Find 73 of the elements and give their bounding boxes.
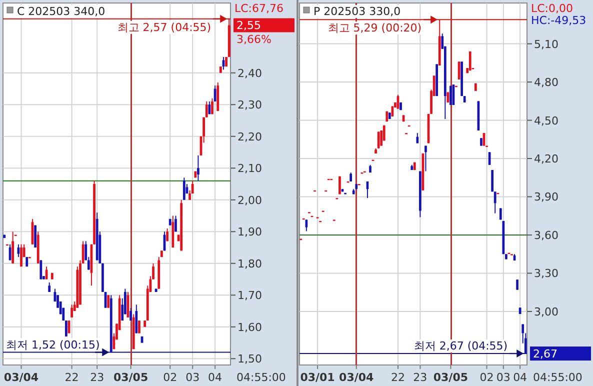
y-tick-label: 1,60 [238,320,262,334]
x-tick-label: 22 [390,371,405,384]
x-tick-label: 03 [496,371,510,384]
candlestick [191,180,194,194]
candlestick [197,154,200,182]
text: 3,66% [236,33,272,46]
x-tick-label: 03/04 [4,371,39,384]
text: 04:55:00 [533,371,582,384]
x-tick-label: 23 [90,371,104,384]
candlestick [524,332,527,354]
x-tick-label: 04 [513,371,528,384]
chart-title: C 202503 340,0 [17,5,106,18]
ref-line-label: 최저 1,52 (00:15) [6,338,100,352]
y-tick-label: 3,90 [534,190,558,204]
x-tick-label: 22 [64,371,79,384]
y-tick-label: 2,40 [238,66,262,80]
candlestick [48,282,51,292]
candlestick [174,215,177,232]
x-tick-label: 04 [208,371,222,384]
x-tick-label: 03/05 [433,371,468,384]
candlestick [20,244,22,268]
text: 2,55 [236,19,261,32]
ref-line-label: 최고 2,57 (04:55) [117,20,212,34]
candlestick [208,100,211,115]
candlestick [107,294,110,308]
chart-title: P 202503 330,0 [314,5,401,18]
text: 2,67 [533,348,558,361]
candlestick [12,231,14,264]
text: LC:67,76 [234,2,284,15]
y-tick-label: 3,30 [534,267,558,280]
candlestick [205,100,208,118]
y-tick-label: 3,00 [534,305,558,318]
candlestick [152,262,154,280]
candlestick [70,304,74,318]
text: LC:0,00 [531,2,574,15]
y-tick-label: 2,00 [238,194,262,207]
candlestick [65,320,68,337]
candlestick [138,320,140,334]
candlestick [84,240,88,261]
y-tick-label: 3,60 [534,228,558,242]
x-tick-label: 03 [186,371,200,384]
candlestick [135,304,138,334]
x-tick-label: 03/04 [339,371,374,384]
y-tick-label: 1,90 [238,226,262,239]
y-tick-label: 5,10 [534,38,558,51]
ref-line-label: 최고 5,29 (00:20) [328,22,422,35]
y-tick-label: 4,50 [534,114,558,128]
y-tick-label: 4,80 [534,76,558,90]
y-tick-label: 1,70 [238,289,262,302]
candlestick [130,307,132,322]
x-tick-label: 23 [413,371,428,384]
y-tick-label: 2,30 [238,98,262,112]
y-tick-label: 1,50 [238,352,262,366]
candlestick [516,279,518,290]
candlestick [182,177,186,200]
candlestick [450,85,452,106]
y-tick-label: 2,20 [238,130,262,144]
candlestick [380,130,383,146]
text: HC:-49,53 [531,14,586,27]
candlestick [211,98,214,115]
candlestick [40,260,42,280]
x-tick-label: 02 [163,371,178,384]
y-tick-label: 4,20 [534,152,558,166]
y-tick-label: 2,10 [238,162,262,176]
candlestick [166,228,168,242]
y-tick-label: 1,80 [238,257,262,270]
x-tick-label: 02 [480,371,494,384]
candlestick [424,145,427,172]
candlestick [494,191,496,214]
x-tick-label: 03/05 [113,371,148,384]
x-tick-label: 03/01 [300,371,335,384]
ref-line-label: 최저 2,67 (04:55) [414,340,508,353]
text: 04:55:00 [236,371,286,384]
